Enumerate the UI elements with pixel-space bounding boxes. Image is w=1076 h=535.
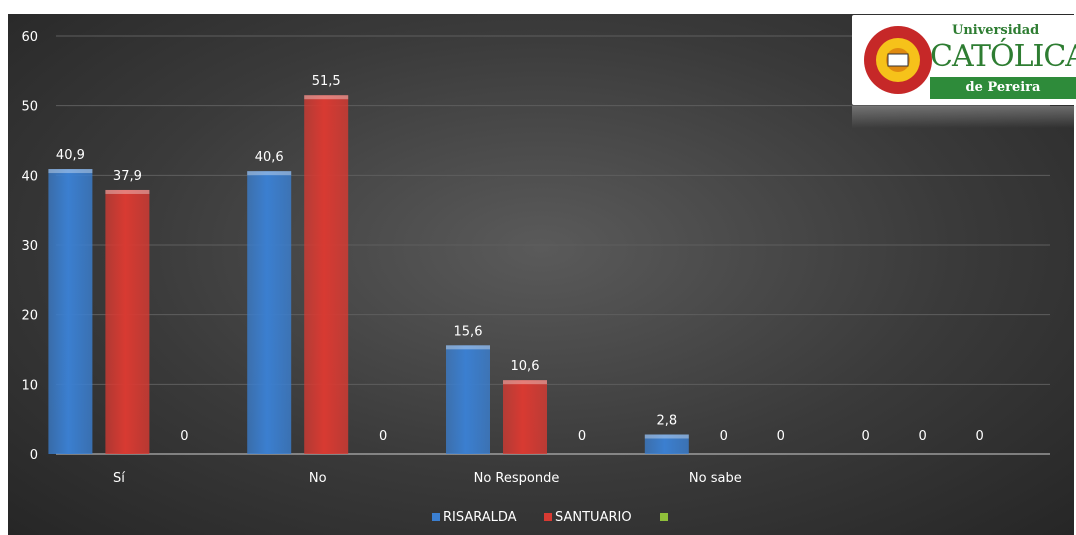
university-logo: Universidad CATÓLICA de Pereira — [852, 15, 1076, 105]
bar-highlight — [446, 345, 490, 350]
y-tick-label: 50 — [21, 100, 38, 115]
data-label: 51,5 — [312, 74, 341, 89]
legend-swatch — [544, 513, 552, 521]
logo-text-pereira-band: de Pereira — [930, 77, 1076, 99]
data-label: 10,6 — [511, 359, 540, 374]
bar-highlight — [247, 171, 292, 176]
x-category-label: No Responde — [474, 471, 560, 486]
x-category-label: Sí — [113, 471, 125, 486]
x-category-label: No — [309, 471, 327, 486]
legend-swatch — [660, 513, 668, 521]
bar-risaralda — [446, 345, 490, 454]
data-labels: 40,9 37,9 0 40,6 51,5 0 15,6 10,6 0 2,8 0 0 0 0 0 — [56, 74, 984, 444]
bar-highlight — [503, 380, 547, 385]
bar-highlight — [105, 189, 150, 194]
logo-text-universidad: Universidad — [952, 23, 1040, 38]
data-label: 15,6 — [454, 324, 483, 339]
data-label: 0 — [578, 429, 586, 444]
bar-risaralda — [644, 434, 689, 454]
legend-swatch — [432, 513, 440, 521]
data-label: 0 — [918, 429, 926, 444]
y-tick-label: 60 — [21, 30, 38, 45]
y-tick-label: 30 — [21, 239, 38, 254]
data-label: 0 — [720, 429, 728, 444]
sun-emblem-icon — [864, 26, 932, 94]
data-label: 0 — [379, 429, 387, 444]
data-label: 0 — [180, 429, 188, 444]
bar-highlight — [644, 434, 689, 439]
data-label: 0 — [975, 429, 983, 444]
logo-reflection — [852, 106, 1076, 128]
data-label: 37,9 — [113, 169, 142, 184]
bar-highlight — [304, 95, 349, 100]
legend-label: SANTUARIO — [555, 510, 632, 525]
y-tick-label: 40 — [21, 169, 38, 184]
data-label: 0 — [777, 429, 785, 444]
logo-text-catolica: CATÓLICA — [930, 39, 1076, 74]
y-axis: 0 10 20 30 40 50 60 — [21, 30, 38, 463]
x-axis: Sí No No Responde No sabe — [113, 471, 742, 486]
y-tick-label: 0 — [30, 448, 38, 463]
bar-highlight — [48, 169, 93, 174]
legend: RISARALDA SANTUARIO — [432, 510, 668, 525]
legend-label: RISARALDA — [443, 510, 517, 525]
y-tick-label: 10 — [21, 378, 38, 393]
data-label: 0 — [861, 429, 869, 444]
bar-risaralda — [48, 169, 93, 454]
y-tick-label: 20 — [21, 309, 38, 324]
bar-santuario — [304, 95, 349, 454]
x-category-label: No sabe — [689, 471, 742, 486]
data-label: 40,6 — [255, 150, 284, 165]
data-label: 2,8 — [656, 413, 677, 428]
bars — [48, 95, 689, 455]
bar-santuario — [105, 189, 150, 455]
data-label: 40,9 — [56, 148, 85, 163]
bar-risaralda — [247, 171, 292, 455]
bar-santuario — [503, 380, 547, 454]
